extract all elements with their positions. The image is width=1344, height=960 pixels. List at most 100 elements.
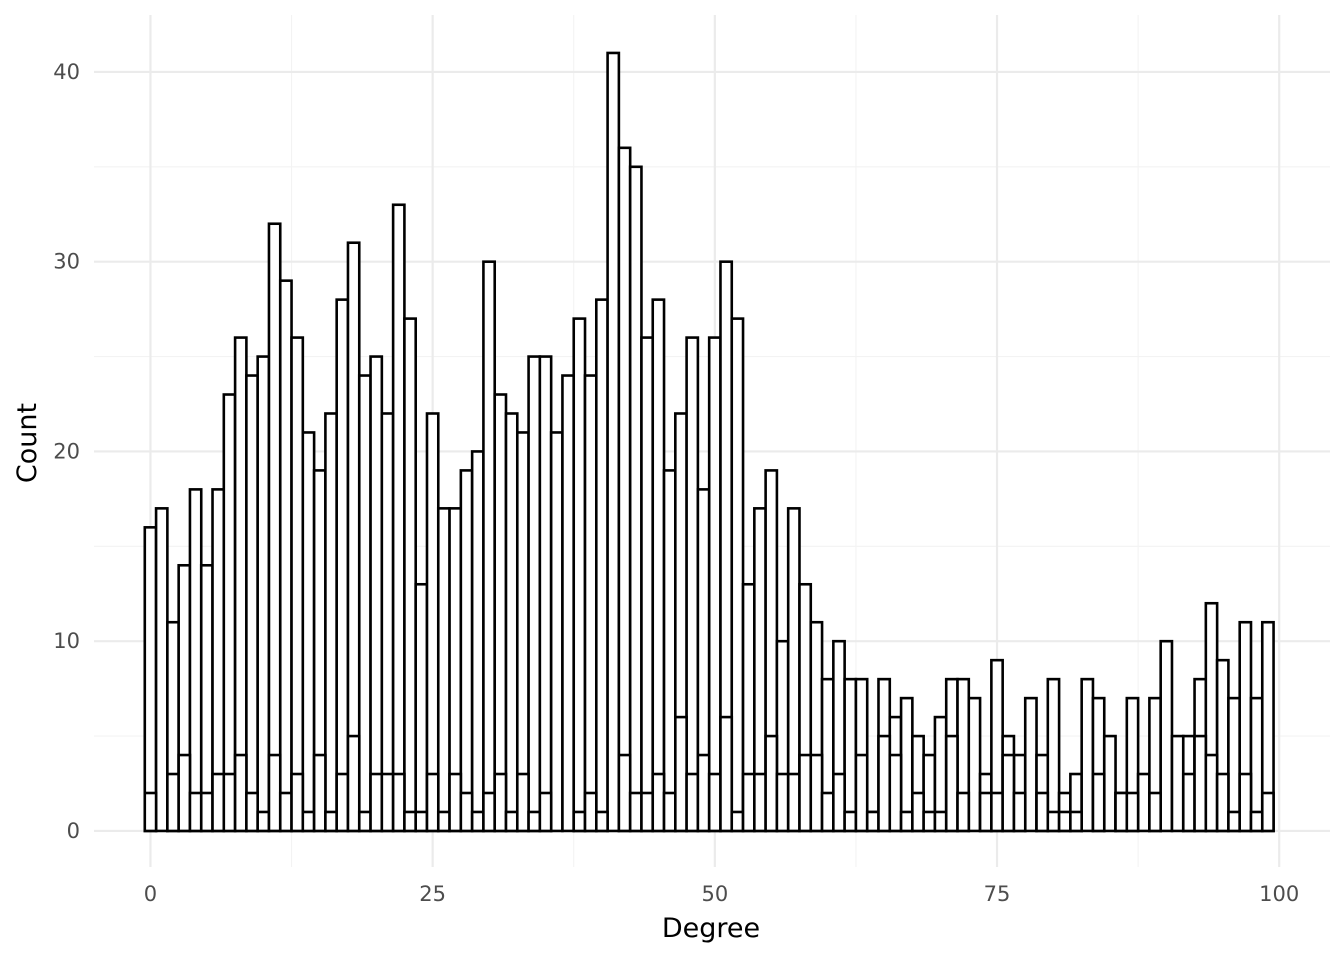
histogram-bar: [990, 791, 1004, 833]
histogram-bar: [346, 734, 361, 833]
histogram-bar: [933, 810, 948, 833]
histogram-bar: [617, 146, 632, 833]
histogram-bar: [911, 791, 925, 833]
histogram-bar: [403, 810, 418, 833]
histogram-bar: [425, 412, 440, 833]
histogram-bar: [357, 374, 372, 833]
histogram-bar: [662, 469, 677, 833]
histogram-bar: [188, 488, 203, 833]
histogram-bar: [1181, 772, 1196, 833]
histogram-bar: [1148, 791, 1162, 833]
histogram-bar: [877, 734, 892, 833]
histogram-bar: [357, 810, 372, 833]
histogram-bar: [685, 336, 700, 833]
histogram-bar: [154, 507, 169, 833]
histogram-bar: [651, 772, 666, 833]
histogram-bar: [1159, 639, 1174, 833]
histogram-bar: [470, 810, 485, 833]
histogram-bar: [436, 507, 451, 833]
histogram-bar: [245, 374, 259, 833]
histogram-bar: [504, 810, 519, 833]
histogram-bar: [459, 469, 474, 833]
histogram-bar: [617, 753, 632, 833]
histogram-bar: [436, 810, 451, 833]
histogram-bar: [199, 791, 214, 833]
histogram-bar: [199, 563, 214, 833]
histogram-bar: [572, 317, 587, 833]
histogram-bar: [312, 753, 327, 833]
histogram-bar: [267, 753, 282, 833]
histogram-bar: [594, 810, 609, 833]
x-tick-label: 50: [701, 882, 728, 906]
histogram-bar: [1046, 810, 1061, 833]
x-axis-title: Degree: [662, 913, 760, 944]
histogram-bar: [628, 791, 643, 833]
histogram-bar: [628, 165, 643, 833]
y-tick-label: 10: [53, 629, 80, 653]
x-axis-ticks: 0 25 50 75 100: [144, 882, 1300, 906]
histogram-bar: [707, 336, 722, 833]
y-tick-label: 0: [67, 819, 80, 843]
histogram-bar: [730, 810, 745, 833]
bars-series-1: [143, 51, 1275, 833]
histogram-bar: [166, 772, 180, 833]
histogram-bar: [1001, 753, 1016, 833]
histogram-bar: [143, 791, 158, 833]
histogram-bar: [233, 753, 248, 833]
histogram-bar: [775, 772, 790, 833]
histogram-bar: [843, 677, 858, 833]
histogram-bar: [369, 355, 384, 833]
histogram-bar: [143, 526, 158, 833]
histogram-bar: [188, 791, 203, 833]
histogram-bar: [1069, 810, 1083, 833]
histogram-bar: [538, 791, 553, 833]
histogram-bar: [459, 791, 474, 833]
histogram-bar: [290, 772, 305, 833]
histogram-bar: [786, 772, 801, 833]
histogram-bar: [211, 772, 226, 833]
histogram-bar: [222, 393, 237, 833]
histogram-bar: [448, 772, 463, 833]
histogram-bar: [245, 791, 259, 833]
histogram-bar: [414, 810, 429, 833]
y-tick-label: 20: [53, 439, 80, 463]
histogram-bar: [278, 279, 293, 833]
histogram-bar: [527, 810, 542, 833]
histogram-bar: [414, 582, 429, 833]
histogram-bar: [1260, 791, 1275, 833]
histogram-bar: [967, 696, 982, 833]
histogram-bar: [741, 772, 756, 833]
histogram-bar: [425, 772, 440, 833]
histogram-bar: [843, 810, 858, 833]
histogram-bar: [1102, 734, 1117, 833]
histogram-bar: [583, 791, 598, 833]
histogram-bar: [222, 772, 237, 833]
x-tick-label: 75: [984, 882, 1011, 906]
histogram-bar: [324, 810, 338, 833]
histogram-bar: [1193, 734, 1208, 833]
histogram-bar: [978, 791, 993, 833]
histogram-bar: [696, 753, 711, 833]
histogram-bar: [1057, 810, 1072, 833]
x-tick-label: 0: [144, 882, 157, 906]
x-tick-label: 25: [419, 882, 446, 906]
histogram-bar: [888, 753, 903, 833]
histogram-bar: [301, 810, 316, 833]
histogram-bar: [583, 374, 598, 833]
histogram-bar: [549, 431, 564, 833]
histogram-bar: [470, 450, 485, 833]
histogram-bar: [267, 222, 282, 833]
histogram-bar: [278, 791, 293, 833]
histogram-bar: [865, 810, 880, 833]
histogram-bar: [753, 772, 767, 833]
histogram-bar: [662, 791, 677, 833]
y-axis-ticks: 0 10 20 30 40: [53, 60, 80, 843]
histogram-bar: [1204, 753, 1219, 833]
histogram-bar: [515, 772, 530, 833]
histogram-bar: [1091, 772, 1106, 833]
histogram-bar: [256, 355, 271, 833]
histogram-bar: [944, 734, 959, 833]
histogram-bar: [854, 753, 869, 833]
histogram-bar: [527, 355, 542, 833]
